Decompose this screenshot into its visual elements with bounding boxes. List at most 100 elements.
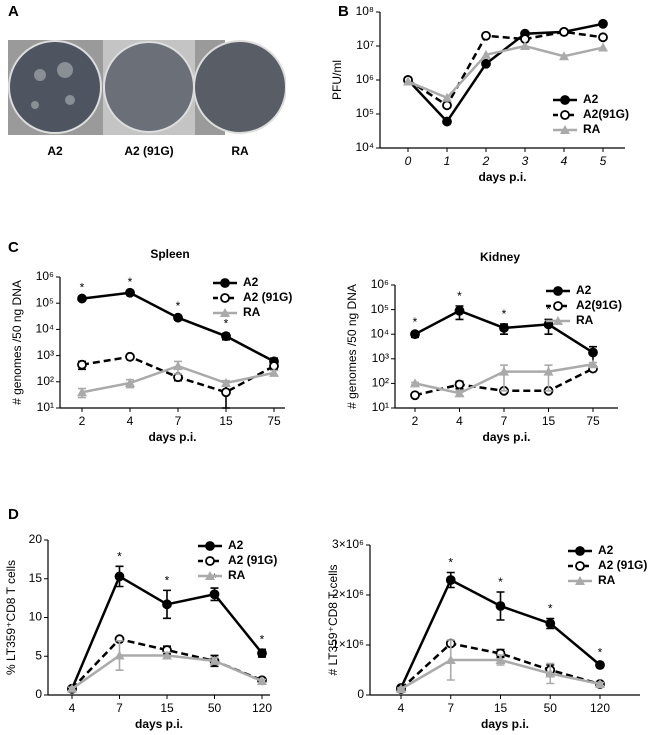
y-tick-label: 5 — [35, 648, 42, 662]
y-tick-label: 10² — [37, 374, 54, 388]
significance-mark: * — [176, 299, 181, 313]
data-point — [209, 655, 220, 665]
y-axis-label: # LT359⁺CD8 T cells — [326, 564, 340, 675]
y-tick-label: 0 — [357, 687, 364, 701]
x-tick-label: 5 — [600, 154, 607, 168]
data-point — [495, 655, 506, 664]
data-point — [173, 312, 183, 323]
significance-mark: * — [413, 315, 418, 329]
data-point — [445, 655, 456, 664]
y-tick-label: 10¹ — [372, 400, 389, 414]
legend-label: A2 — [228, 538, 244, 552]
x-tick-label: 1 — [444, 154, 451, 168]
data-point — [495, 601, 506, 611]
significance-mark: * — [117, 550, 122, 564]
data-point — [162, 650, 172, 660]
data-point — [67, 683, 77, 693]
data-point — [454, 379, 465, 390]
data-point — [77, 387, 87, 397]
data-point — [410, 329, 420, 340]
significance-mark: * — [457, 289, 462, 303]
y-tick-label: 1×10⁶ — [332, 637, 364, 651]
x-tick-label: 4 — [69, 701, 76, 715]
significance-mark: * — [548, 602, 553, 616]
legend-label: RA — [576, 313, 594, 327]
x-tick-label: 15 — [494, 701, 508, 715]
x-tick-label: 15 — [219, 414, 233, 428]
y-tick-label: 10⁷ — [356, 38, 374, 52]
plate-dish — [8, 40, 102, 134]
y-axis-label: # genomes /50 ng DNA — [345, 284, 359, 409]
x-tick-label: 7 — [447, 701, 454, 715]
data-point — [598, 32, 608, 43]
data-point — [595, 679, 605, 688]
data-point — [77, 359, 87, 370]
y-tick-label: 10⁶ — [356, 72, 374, 86]
series-line — [71, 654, 263, 690]
plate-photos — [8, 30, 326, 145]
data-point — [481, 49, 491, 59]
significance-mark: * — [546, 303, 551, 317]
legend-marker — [205, 556, 215, 566]
data-point — [396, 684, 406, 693]
legend-marker — [220, 293, 230, 303]
data-point — [598, 18, 608, 29]
y-tick-label: 10³ — [37, 348, 54, 362]
data-point — [595, 660, 605, 670]
legend-marker — [205, 541, 215, 551]
legend-label: RA — [243, 305, 261, 319]
plaque — [65, 95, 75, 105]
y-tick-label: 10⁵ — [371, 302, 389, 316]
legend-label: A2 (91G) — [228, 553, 277, 567]
series-line — [400, 642, 601, 690]
chart-title: Kidney — [480, 250, 520, 264]
legend-marker — [575, 576, 585, 585]
x-tick-label: 2 — [482, 154, 490, 168]
data-point — [588, 359, 598, 369]
x-tick-label: 15 — [542, 414, 556, 428]
significance-mark: * — [448, 556, 453, 570]
x-axis-label: days p.i. — [482, 430, 530, 444]
panel-label: D — [8, 506, 19, 523]
x-tick-label: 3 — [522, 154, 529, 168]
data-point — [559, 26, 569, 37]
data-point — [209, 589, 220, 600]
y-axis-label: PFU/ml — [330, 60, 344, 100]
y-tick-label: 10⁴ — [355, 140, 374, 154]
x-tick-label: 4 — [398, 701, 405, 715]
data-point — [221, 331, 231, 342]
legend-label: RA — [598, 573, 616, 587]
y-tick-label: 2×10⁶ — [332, 587, 364, 601]
y-tick-label: 10⁶ — [36, 269, 54, 283]
y-tick-label: 15 — [29, 571, 43, 585]
y-tick-label: 10⁶ — [371, 277, 389, 291]
x-tick-label: 120 — [252, 701, 272, 715]
y-tick-label: 10⁴ — [35, 322, 54, 336]
x-tick-label: 4 — [127, 414, 134, 428]
significance-mark: * — [260, 632, 265, 646]
legend-marker — [560, 110, 570, 120]
x-tick-label: 2 — [412, 414, 419, 428]
data-point — [520, 41, 530, 50]
x-tick-label: 7 — [501, 414, 508, 428]
data-point — [588, 347, 598, 358]
panel-label: A — [8, 3, 19, 20]
series-line — [71, 637, 263, 690]
significance-mark: * — [498, 575, 503, 589]
data-point — [481, 58, 491, 69]
significance-mark: * — [128, 275, 133, 289]
y-axis-label: % LT359⁺CD8 T cells — [4, 560, 18, 675]
y-tick-label: 10¹ — [37, 400, 54, 414]
significance-mark: * — [80, 280, 85, 294]
legend-marker — [553, 286, 563, 296]
data-point — [173, 361, 183, 371]
x-tick-label: 15 — [160, 701, 174, 715]
data-point — [598, 42, 608, 52]
x-axis-label: days p.i. — [148, 430, 196, 444]
panel-label: B — [338, 3, 349, 20]
x-tick-label: 2 — [79, 414, 86, 428]
data-point — [162, 599, 172, 610]
legend-marker — [553, 316, 563, 325]
data-point — [543, 366, 554, 376]
legend-marker — [220, 308, 230, 317]
